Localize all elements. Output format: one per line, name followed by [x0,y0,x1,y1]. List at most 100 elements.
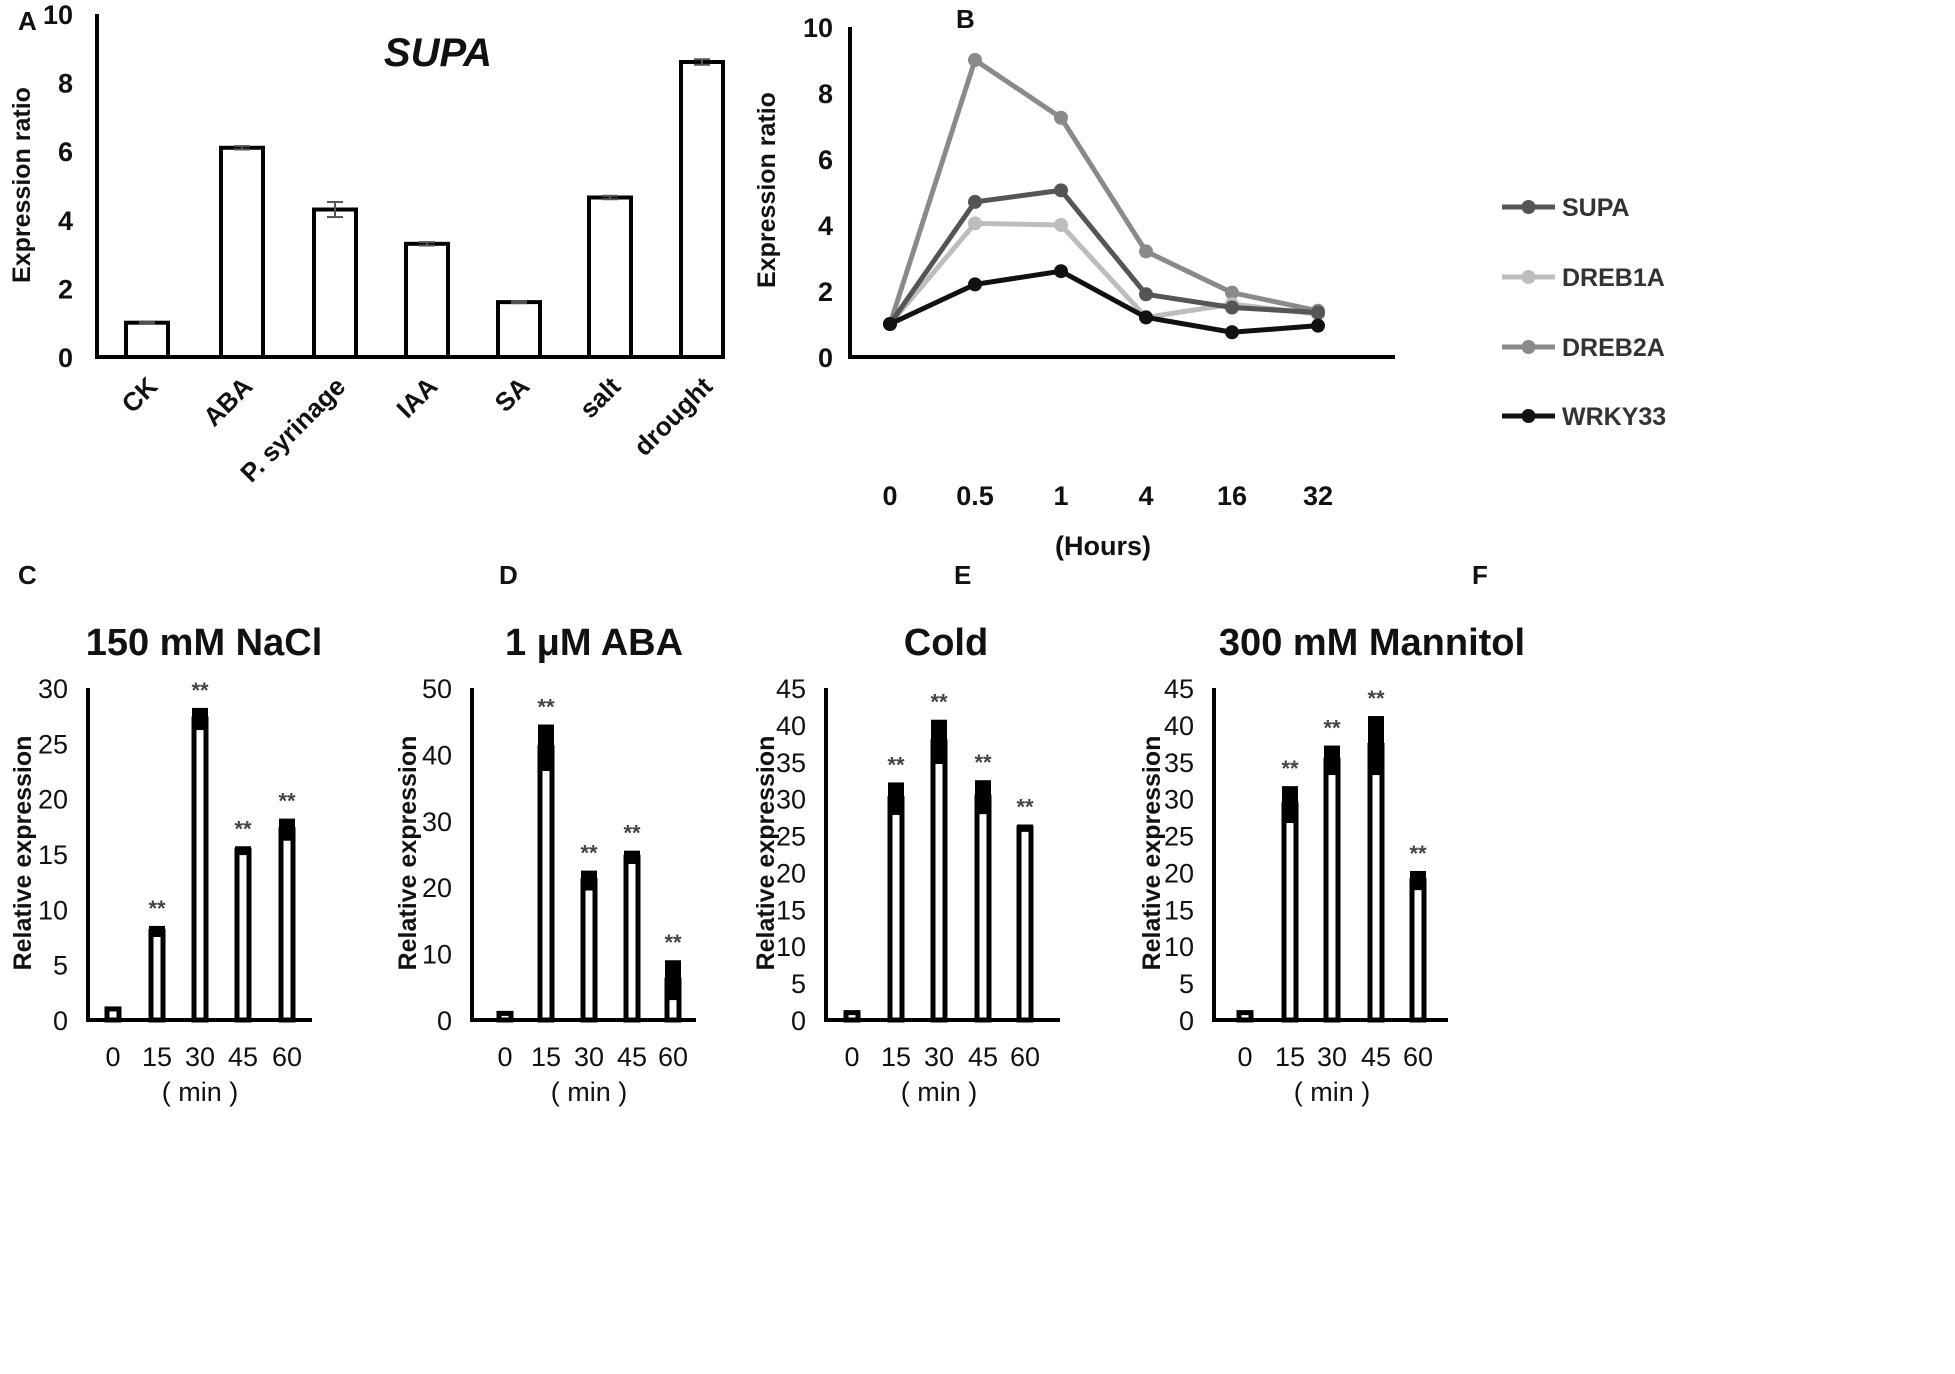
legend-marker-supa [1521,200,1536,214]
y-tick-label: 50 [422,674,452,704]
bar-ck [124,320,170,360]
series-line-wrky33 [888,268,1319,335]
bar-30 [1323,757,1341,1023]
x-tick-label: 0.5 [956,481,994,511]
y-tick-label: 10 [422,940,452,970]
error-bar-0 [844,1011,860,1015]
y-tick-label: 45 [1164,674,1194,704]
panel-label-a: A [18,6,37,36]
bar-45 [974,794,992,1023]
significance-marker: ** [930,690,948,715]
y-tick-label: 10 [38,895,68,925]
series-point-wrky33 [883,317,897,331]
panel-label-e: E [954,560,971,590]
chart-panel-e: Cold 0 5 10 15 20 25 30 35 40 45 Relative expressio… [752,622,1060,1107]
error-bar-15 [1282,786,1298,824]
y-tick-label: 10 [803,13,833,43]
error-bar-15 [149,925,165,937]
y-tick-label: 15 [38,840,68,870]
y-tick-label: 10 [43,0,73,30]
significance-marker: ** [623,821,641,846]
x-tick-label: 4 [1138,481,1153,511]
y-tick-label: 20 [1164,858,1194,888]
y-tick-label: 5 [791,969,806,999]
significance-marker: ** [278,789,296,814]
series-point-dreb2a [1054,110,1068,125]
chart-title: Cold [904,622,988,664]
error-bar-30 [931,719,947,764]
y-tick-label: 5 [53,951,68,981]
series-point-wrky33 [1054,264,1068,279]
y-tick-label: 6 [818,145,833,175]
series-point-supa [968,194,982,209]
x-tick-label: 0 [844,1042,859,1072]
y-tick-label: 0 [53,1006,68,1036]
series-point-dreb1a [968,216,982,231]
x-axis-title: ( min ) [1294,1077,1371,1107]
bar-salt [587,195,633,359]
x-tick-label: 32 [1303,481,1333,511]
error-bar-60 [1410,870,1426,891]
x-tick-label: 16 [1217,481,1247,511]
error-bar-0 [497,1012,513,1016]
y-tick-label: 30 [1164,785,1194,815]
bar-15 [148,928,166,1023]
significance-marker: ** [148,896,166,921]
y-tick-label: 35 [1164,748,1194,778]
y-tick-label: 40 [1164,711,1194,741]
chart-panel-c: 150 mM NaCl 0 5 10 15 20 25 30 Relative expressi… [9,622,322,1107]
y-tick-label: 25 [38,729,68,759]
x-tick-label: 30 [574,1042,604,1072]
x-axis-title: ( min ) [901,1077,978,1107]
error-bar-45 [624,850,640,864]
y-tick-label: 20 [38,785,68,815]
series-point-dreb2a [1225,285,1239,300]
y-tick-label: 2 [58,274,73,304]
x-tick-label: 45 [1361,1042,1391,1072]
y-axis-title: Expression ratio [8,87,36,283]
significance-marker: ** [1281,756,1299,781]
error-bar-60 [665,960,681,1001]
panel-label-f: F [1472,560,1488,590]
bar-30 [191,716,209,1023]
y-tick-label: 0 [818,343,833,373]
x-tick-label: 0 [105,1042,120,1072]
error-bar-30 [581,870,597,891]
series-line-supa [887,187,1319,326]
x-tick-label: 0 [882,481,897,511]
chart-title: 1 μM ABA [505,622,683,664]
bar-aba [219,145,265,359]
y-tick-label: 10 [776,932,806,962]
y-tick-label: 45 [776,674,806,704]
series-point-supa [1225,300,1239,315]
chart-title: 150 mM NaCl [86,622,323,664]
x-tick-label: 15 [531,1042,561,1072]
y-tick-label: 25 [776,822,806,852]
x-tick-label: 0 [497,1042,512,1072]
significance-marker: ** [974,750,992,775]
x-tick-label: 45 [617,1042,647,1072]
x-tick-label: 60 [658,1042,688,1072]
y-tick-label: 20 [776,858,806,888]
y-tick-label: 5 [1179,969,1194,999]
y-tick-label: 40 [422,740,452,770]
error-bar-45 [1368,716,1384,776]
bar-45 [234,848,252,1023]
chart-title: 300 mM Mannitol [1219,622,1525,664]
bar-30 [580,878,598,1023]
bar-15 [887,796,905,1023]
y-axis-title: Relative expression [394,736,422,971]
error-bar-30 [192,707,208,731]
y-tick-label: 20 [422,873,452,903]
legend-label-supa: SUPA [1562,194,1630,222]
x-tick-label: 60 [1010,1042,1040,1072]
panel-label-c: C [18,560,37,590]
y-tick-label: 25 [1164,822,1194,852]
error-bar-0 [105,1007,121,1011]
bar-sa [496,300,542,359]
x-tick-label-aba: ABA [197,371,258,432]
y-tick-label: 30 [38,674,68,704]
x-tick-label-ck: CK [115,371,163,419]
y-tick-label: 10 [1164,932,1194,962]
